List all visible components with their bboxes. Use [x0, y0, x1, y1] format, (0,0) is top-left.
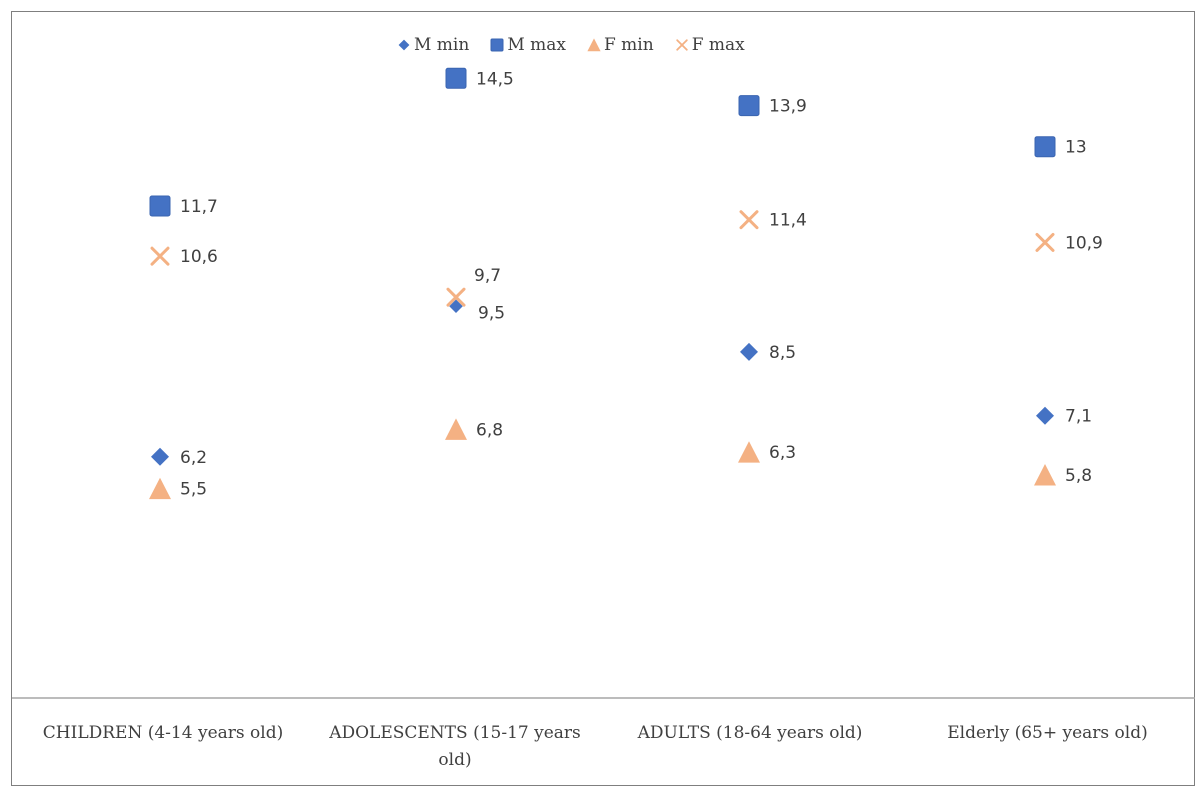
chart-legend: M min M max F min F max	[396, 32, 765, 58]
data-label-m-max-2: 13,9	[769, 97, 807, 117]
data-label-m-min-3: 7,1	[1065, 407, 1092, 427]
x-tick-label-children: CHILDREN (4-14 years old)	[42, 723, 284, 743]
point-f-max-3	[1035, 232, 1055, 252]
x-tick-label-adolescents: ADOLESCENTS (15-17 years old)	[329, 723, 581, 770]
data-label-m-min-0: 6,2	[180, 448, 207, 468]
legend-marker-diamond-icon	[398, 39, 410, 51]
data-label-m-max-3: 13	[1065, 138, 1087, 158]
legend-label: F max	[691, 35, 745, 55]
point-f-min-2	[738, 441, 760, 463]
data-label-f-max-0: 10,6	[180, 247, 218, 267]
data-label-f-min-3: 5,8	[1065, 466, 1092, 486]
legend-marker-triangle-icon	[587, 38, 601, 52]
data-label-m-max-0: 11,7	[180, 197, 218, 217]
point-f-min-0	[149, 477, 171, 500]
legend-item-f-max: F max	[674, 35, 745, 55]
x-tick-label-elderly: Elderly (65+ years old)	[947, 723, 1148, 743]
data-label-m-min-2: 8,5	[769, 343, 796, 363]
point-f-min-1	[445, 418, 467, 440]
point-m-max-2	[738, 95, 760, 117]
data-label-f-max-3: 10,9	[1065, 233, 1103, 253]
data-label-m-max-1: 14,5	[476, 69, 514, 89]
data-label-m-min-1: 9,5	[478, 303, 505, 323]
legend-label: F min	[603, 35, 654, 55]
point-m-min-1	[449, 299, 463, 314]
point-f-max-1	[446, 287, 466, 307]
legend-item-m-min: M min	[396, 35, 469, 55]
point-m-min-0	[151, 447, 169, 466]
point-m-min-3	[1036, 406, 1054, 425]
data-label-f-max-1: 9,7	[474, 266, 501, 286]
point-m-max-3	[1034, 136, 1056, 158]
data-label-f-min-2: 6,3	[769, 443, 796, 463]
legend-marker-x-icon	[676, 39, 688, 51]
legend-label: M max	[507, 35, 566, 55]
data-label-f-min-1: 6,8	[476, 420, 503, 440]
point-m-max-0	[149, 195, 171, 217]
x-tick-label-adults: ADULTS (18-64 years old)	[637, 723, 863, 743]
data-label-f-min-0: 5,5	[180, 480, 207, 500]
legend-item-f-min: F min	[586, 35, 654, 55]
legend-marker-square-icon	[490, 38, 504, 52]
legend-item-m-max: M max	[489, 35, 566, 55]
point-f-max-2	[739, 210, 759, 230]
point-f-max-0	[150, 246, 170, 266]
chart-frame	[11, 11, 1195, 786]
point-m-max-1	[445, 67, 467, 89]
point-m-min-2	[740, 342, 758, 361]
legend-label: M min	[414, 35, 470, 55]
data-label-f-max-2: 11,4	[769, 211, 807, 231]
point-f-min-3	[1034, 464, 1056, 486]
